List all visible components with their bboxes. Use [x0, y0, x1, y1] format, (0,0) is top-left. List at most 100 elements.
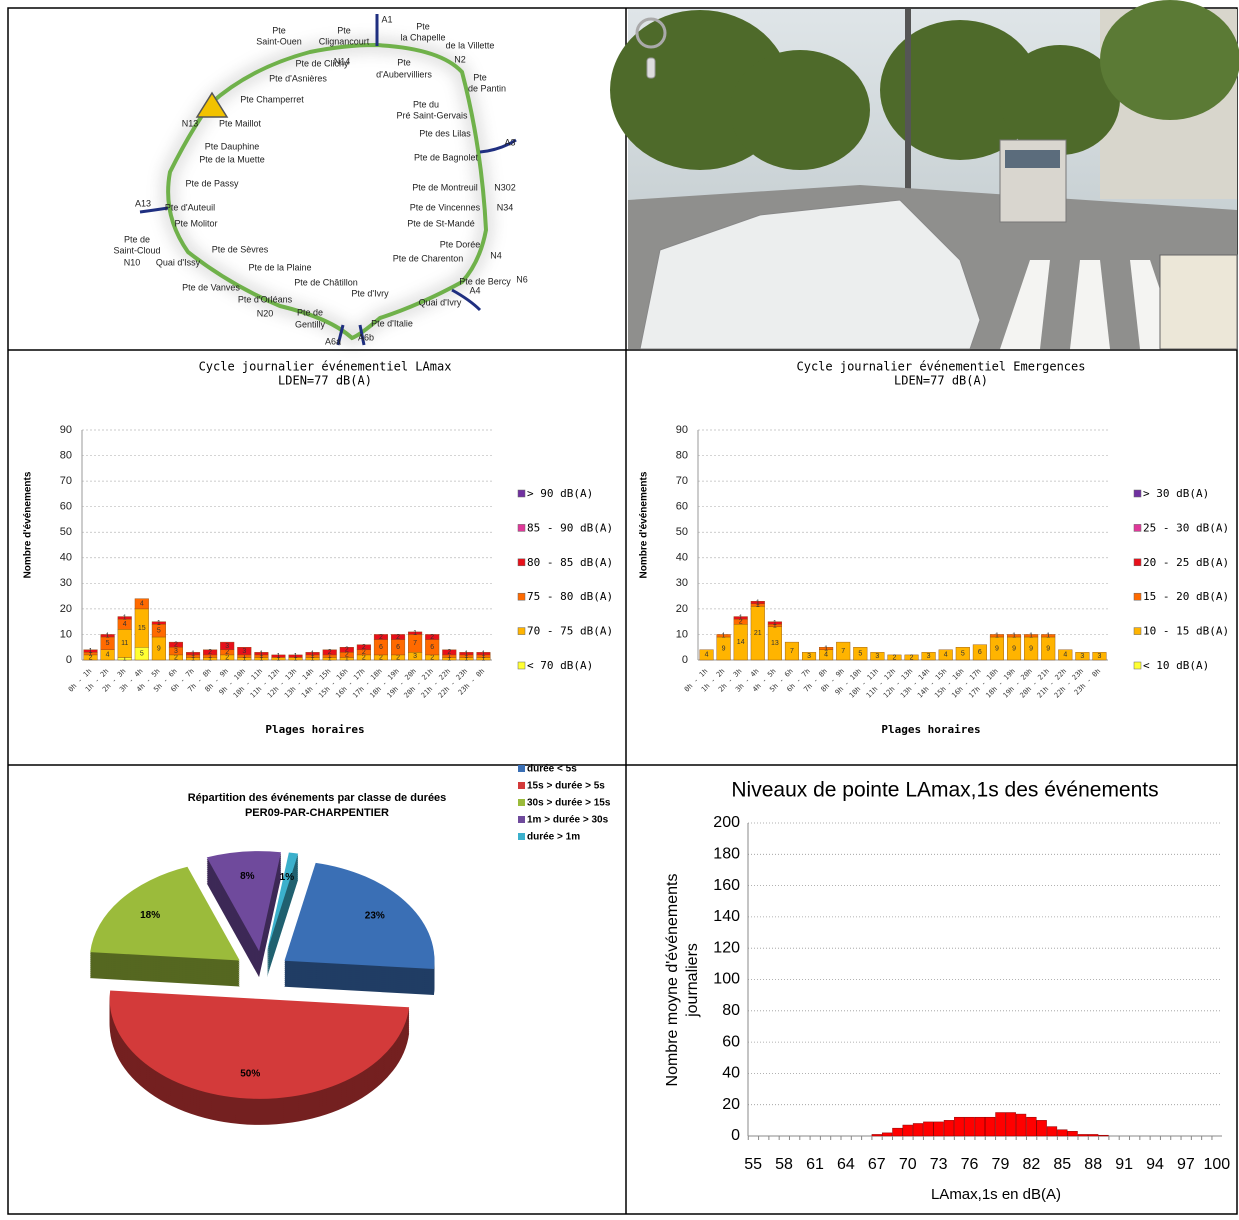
bar-segment: [151, 621, 166, 625]
chart-title: Cycle journalier événementiel Emergences: [797, 360, 1086, 374]
x-axis-title: Plages horaires: [265, 723, 364, 736]
x-tick-label: 91: [1115, 1156, 1133, 1173]
legend-swatch: [518, 782, 525, 789]
y-tick-label: 40: [676, 552, 688, 564]
x-axis-title: Plages horaires: [881, 723, 980, 736]
bar-segment: [305, 652, 320, 656]
legend-swatch: [517, 524, 526, 532]
bar-segment: [339, 647, 354, 653]
bar-segment: [904, 654, 919, 661]
legend-label: 30s > durée > 15s: [527, 798, 611, 809]
map-label: Clignancourt: [319, 36, 370, 46]
chart-subtitle: PER09-PAR-CHARPENTIER: [245, 807, 389, 819]
value-label: 7: [790, 648, 794, 655]
y-tick-label: 40: [60, 552, 72, 564]
map-label: Pte d'Auteuil: [165, 202, 215, 212]
chart-subtitle: LDEN=77 dB(A): [894, 374, 988, 388]
value-label: 1: [722, 633, 726, 640]
bar-segment: [853, 647, 868, 661]
bar: [1046, 1126, 1058, 1137]
legend-swatch: [517, 661, 526, 670]
legend-label: 85 - 90 dB(A): [527, 521, 613, 534]
map-label: Pte de Clichy: [295, 58, 349, 68]
bar-segment: [972, 644, 987, 661]
value-label: 15: [138, 625, 146, 632]
map-label: Pte: [473, 72, 487, 82]
slice-side: [266, 874, 299, 974]
slice-side: [266, 862, 299, 962]
map-label: A6b: [358, 332, 374, 342]
y-tick-label: 90: [60, 424, 72, 436]
y-tick-label: 20: [722, 1096, 740, 1113]
x-tick-label: 79: [992, 1156, 1010, 1173]
bar: [881, 1132, 893, 1137]
value-label: 1: [106, 633, 110, 640]
value-label: 2: [362, 649, 366, 656]
legend-label: < 10 dB(A): [1143, 659, 1209, 672]
value-label: 5: [157, 627, 161, 634]
legend-swatch: [1133, 558, 1142, 567]
bar-segment: [271, 654, 286, 658]
value-label: 1: [824, 645, 828, 652]
map-label: Pte: [397, 57, 411, 67]
map-label: Pte de: [124, 234, 150, 244]
value-label: 1: [242, 656, 246, 663]
value-label: 4: [944, 652, 948, 659]
pie-slice: [109, 990, 410, 1099]
y-axis-title: journaliers: [684, 943, 701, 1018]
value-label: 4: [106, 652, 110, 659]
map-label: Pte de: [297, 307, 323, 317]
map-label: A6a: [325, 336, 341, 346]
y-tick-label: 140: [713, 908, 740, 925]
value-label: 1: [995, 633, 999, 640]
map-label: Quai d'Issy: [156, 257, 201, 267]
slice-side: [266, 876, 299, 976]
x-tick-label: 76: [961, 1156, 979, 1173]
y-tick-label: 10: [676, 628, 688, 640]
legend-label: 25 - 30 dB(A): [1143, 521, 1229, 534]
street-photo: [610, 0, 1239, 350]
bar: [871, 1134, 882, 1137]
value-label: 4: [123, 621, 127, 628]
value-label: 1: [277, 653, 281, 660]
value-label: 2: [174, 642, 178, 649]
bar-segment: [733, 616, 748, 620]
legend-swatch: [517, 627, 526, 635]
slice-label: 1%: [280, 872, 295, 883]
map-label: N4: [490, 250, 502, 260]
map-label: A4: [469, 285, 480, 295]
map-label: Pte des Lilas: [419, 128, 471, 138]
y-axis-title: Nombre moyne d'événements: [664, 874, 681, 1087]
y-tick-label: 0: [682, 654, 688, 666]
x-tick-label: 82: [1022, 1156, 1040, 1173]
map-label: Pte Dauphine: [205, 141, 260, 151]
slice-label: 23%: [365, 911, 385, 922]
value-label: 9: [1046, 645, 1050, 652]
map-label: Pré Saint-Gervais: [396, 110, 468, 120]
value-label: 1: [208, 656, 212, 663]
x-tick-label: 73: [930, 1156, 948, 1173]
slice-side: [266, 858, 299, 958]
value-label: 3: [1080, 653, 1084, 660]
bar: [985, 1116, 996, 1137]
legend-label: 10 - 15 dB(A): [1143, 625, 1229, 638]
slice-side: [266, 870, 299, 970]
value-label: 2: [89, 654, 93, 661]
legend-label: 1m > durée > 30s: [527, 815, 609, 826]
value-label: 1: [464, 653, 468, 660]
legend-swatch: [1133, 524, 1142, 532]
legend-swatch: [518, 799, 525, 806]
bar-segment: [220, 641, 235, 650]
value-label: 2: [430, 634, 434, 641]
y-axis-title: Nombre d'événements: [639, 471, 650, 578]
chart-subtitle: LDEN=77 dB(A): [278, 374, 372, 388]
value-label: 1: [773, 620, 777, 627]
value-label: 1: [311, 653, 315, 660]
bar-segment: [322, 649, 337, 656]
bar-segment: [459, 652, 474, 656]
value-label: 3: [225, 643, 229, 650]
bar-segment: [819, 647, 834, 650]
value-label: 2: [225, 649, 229, 656]
bar-segment: [870, 652, 885, 661]
bar-segment: [83, 649, 98, 653]
